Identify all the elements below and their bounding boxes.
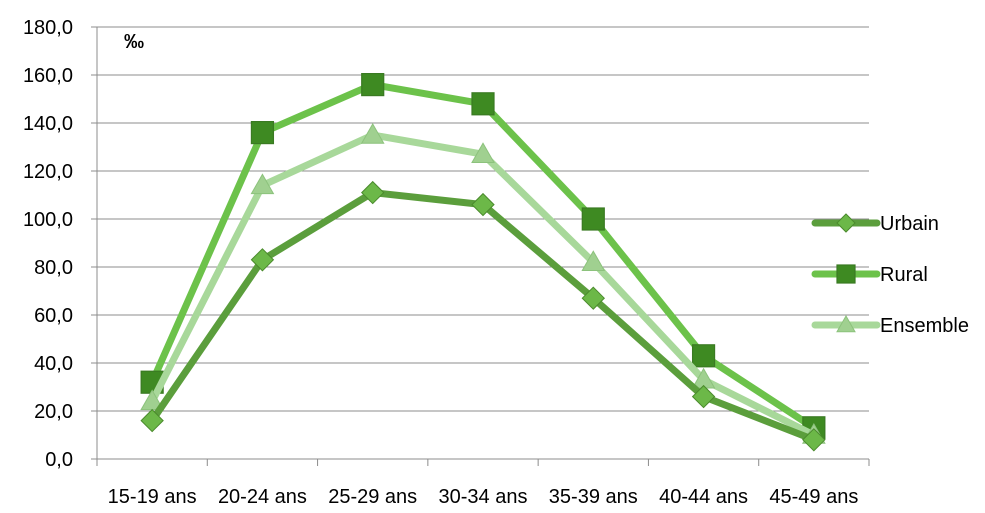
y-tick-label: 20,0 xyxy=(34,401,73,423)
series-rural xyxy=(140,72,826,440)
x-tick-label: 30-34 ans xyxy=(439,486,528,508)
legend: Urbain Rural Ensemble xyxy=(811,213,969,337)
y-tick-label: 40,0 xyxy=(34,353,73,375)
data-point-urbain xyxy=(361,180,385,205)
y-tick-label: 100,0 xyxy=(23,209,73,231)
series-line xyxy=(148,131,818,439)
x-tick-label: 45-49 ans xyxy=(769,486,858,508)
x-tick-label: 40-44 ans xyxy=(659,486,748,508)
data-point-urbain xyxy=(250,248,275,272)
axes: 0,0 20,0 40,0 60,0 80,0 100,0 120,0 140,0 160,0 1… xyxy=(23,17,870,508)
data-point-ensemble xyxy=(250,173,275,195)
data-point-ensemble xyxy=(360,122,385,144)
legend-marker xyxy=(836,314,856,333)
y-tick-label: 140,0 xyxy=(23,113,73,135)
y-unit-label: ‰ xyxy=(124,31,144,53)
legend-item-ensemble: Ensemble xyxy=(811,314,969,337)
legend-marker xyxy=(836,264,856,284)
y-tick-label: 120,0 xyxy=(23,161,73,183)
data-point-urbain xyxy=(581,286,605,310)
series-line xyxy=(148,189,818,444)
data-point-ensemble xyxy=(581,250,606,271)
y-tick-label: 180,0 xyxy=(23,17,73,39)
legend-label: Ensemble xyxy=(880,315,969,337)
y-tick-label: 80,0 xyxy=(34,257,73,279)
data-point-rural xyxy=(361,72,385,97)
y-tick-label: 0,0 xyxy=(45,449,73,471)
data-point-rural xyxy=(250,120,275,145)
y-tick-label: 160,0 xyxy=(23,65,73,87)
series-urbain xyxy=(140,180,826,452)
data-point-rural xyxy=(581,207,605,231)
legend-marker xyxy=(836,213,856,233)
data-point-rural xyxy=(691,344,716,368)
gridlines xyxy=(97,26,869,412)
data-point-urbain xyxy=(140,408,164,433)
legend-item-urbain: Urbain xyxy=(811,213,939,235)
data-point-urbain xyxy=(471,192,495,217)
legend-label: Rural xyxy=(880,264,928,286)
x-tick-label: 20-24 ans xyxy=(218,486,307,508)
data-point-rural xyxy=(471,92,495,116)
x-tick-label: 35-39 ans xyxy=(549,486,638,508)
data-point-urbain xyxy=(802,428,826,452)
data-point-ensemble xyxy=(471,142,495,163)
series xyxy=(140,72,826,452)
data-point-urbain xyxy=(691,384,716,409)
x-tick-label: 25-29 ans xyxy=(328,486,417,508)
legend-item-rural: Rural xyxy=(811,264,928,286)
y-tick-label: 60,0 xyxy=(34,305,73,327)
x-tick-label: 15-19 ans xyxy=(108,486,197,508)
legend-label: Urbain xyxy=(880,213,939,235)
